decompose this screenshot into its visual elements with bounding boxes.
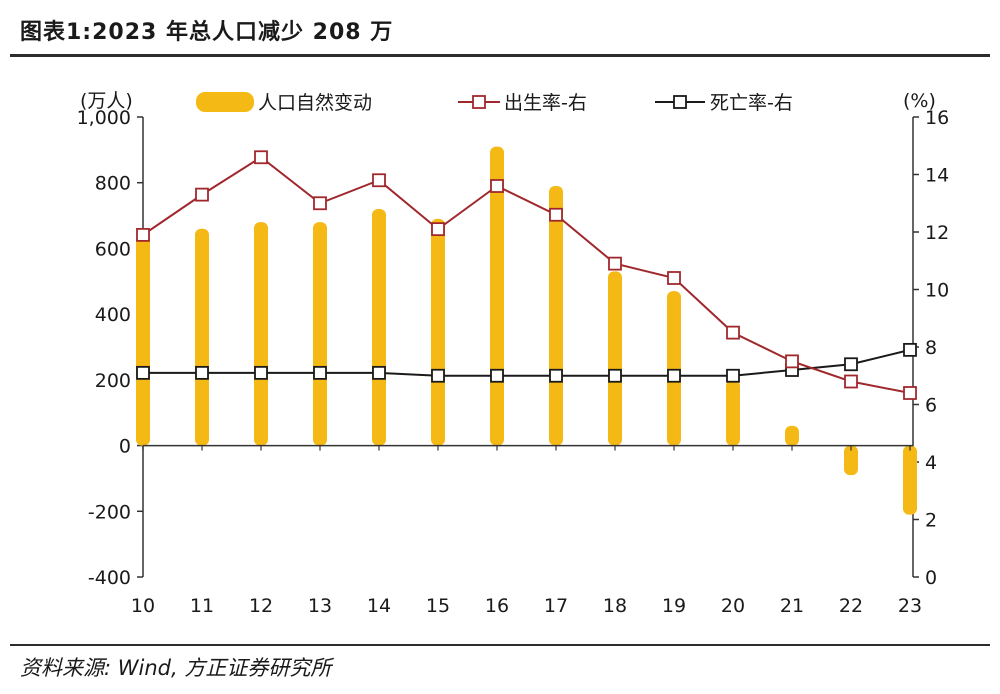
x-axis-tick-label: 14 <box>367 595 391 617</box>
legend-marker-death-rate <box>673 95 687 109</box>
death-rate-point <box>844 357 858 372</box>
left-axis-tick-label: -400 <box>88 567 131 589</box>
right-axis-tick-label: 2 <box>925 510 937 532</box>
bar-natural-change <box>844 445 858 476</box>
death-rate-point <box>431 368 445 383</box>
death-rate-point <box>903 342 917 357</box>
legend-label-birth-rate: 出生率-右 <box>504 92 587 114</box>
bar-natural-change <box>667 291 681 446</box>
birth-rate-line <box>142 156 911 394</box>
birth-rate-point <box>785 354 799 369</box>
death-rate-line <box>143 348 911 377</box>
right-axis-unit: (%) <box>903 90 936 112</box>
death-rate-point <box>608 368 622 383</box>
legend-label-natural-change: 人口自然变动 <box>258 92 372 114</box>
bar-natural-change <box>313 222 327 446</box>
bar-natural-change <box>608 271 622 446</box>
death-rate-point <box>726 368 740 383</box>
birth-rate-point <box>372 173 386 188</box>
birth-rate-point <box>195 187 209 202</box>
left-axis-unit: (万人) <box>80 90 133 112</box>
death-rate-point <box>372 365 386 380</box>
bar-natural-change <box>549 186 563 446</box>
bar-natural-change <box>726 379 740 446</box>
right-axis-tick-label: 16 <box>925 107 949 129</box>
bar-natural-change <box>254 222 268 446</box>
left-axis-tick-label: -200 <box>88 501 131 523</box>
legend-swatch-natural-change <box>196 92 254 112</box>
birth-rate-point <box>667 271 681 285</box>
birth-rate-point <box>313 196 327 211</box>
source-note: 资料来源: Wind, 方正证券研究所 <box>20 656 332 680</box>
x-axis-tick-label: 11 <box>190 595 214 617</box>
right-axis-tick-label: 0 <box>925 567 937 589</box>
right-axis-tick-label: 6 <box>925 395 937 417</box>
x-axis-tick-label: 16 <box>485 595 509 617</box>
death-rate-point <box>254 365 268 380</box>
birth-rate-point <box>254 150 268 165</box>
right-axis-tick-label: 12 <box>925 222 949 244</box>
source-divider <box>10 644 990 646</box>
bar-natural-change <box>195 228 209 446</box>
left-axis-tick-label: 0 <box>119 436 131 458</box>
death-rate-point <box>490 368 504 383</box>
bar-natural-change <box>431 218 445 446</box>
chart-title: 图表1:2023 年总人口减少 208 万 <box>20 20 394 45</box>
bar-natural-change <box>903 445 917 515</box>
birth-rate-point <box>903 386 917 400</box>
x-axis-tick-label: 21 <box>780 595 804 617</box>
death-rate-point <box>667 368 681 383</box>
right-axis-tick-label: 10 <box>925 280 949 302</box>
x-axis-tick-label: 20 <box>721 595 745 617</box>
right-axis-tick-label: 8 <box>925 337 937 359</box>
x-axis-tick-label: 17 <box>544 595 568 617</box>
legend-label-death-rate: 死亡率-右 <box>710 92 793 114</box>
death-rate-point <box>195 365 209 380</box>
right-axis-tick-label: 4 <box>925 452 937 474</box>
death-rate-point <box>136 365 150 380</box>
x-axis-tick-label: 23 <box>898 595 922 617</box>
x-axis-tick-label: 12 <box>249 595 273 617</box>
birth-rate-point <box>136 227 150 242</box>
right-axis-tick-label: 14 <box>925 165 949 187</box>
x-axis-tick-label: 18 <box>603 595 627 617</box>
left-axis-tick-label: 800 <box>95 173 131 195</box>
left-axis-tick-label: 200 <box>95 370 131 392</box>
x-axis-tick-label: 13 <box>308 595 332 617</box>
x-axis-tick-label: 22 <box>839 595 863 617</box>
x-axis-tick-label: 15 <box>426 595 450 617</box>
legend-marker-birth-rate <box>472 95 486 109</box>
birth-rate-point <box>726 325 740 340</box>
birth-rate-point <box>431 222 445 237</box>
x-axis-tick-label: 19 <box>662 595 686 617</box>
x-axis-tick-label: 10 <box>131 595 155 617</box>
birth-rate-point <box>608 256 622 271</box>
title-divider <box>10 54 990 57</box>
left-axis-tick-label: 1,000 <box>77 107 131 129</box>
bar-natural-change <box>372 209 386 446</box>
death-rate-point <box>549 368 563 383</box>
bar-natural-change <box>785 425 799 446</box>
birth-rate-point <box>844 374 858 389</box>
left-axis-tick-label: 600 <box>95 238 131 260</box>
birth-rate-point <box>549 207 563 222</box>
left-axis-tick-label: 400 <box>95 304 131 326</box>
bar-natural-change <box>136 235 150 446</box>
death-rate-point <box>313 365 327 380</box>
birth-rate-point <box>490 179 504 193</box>
